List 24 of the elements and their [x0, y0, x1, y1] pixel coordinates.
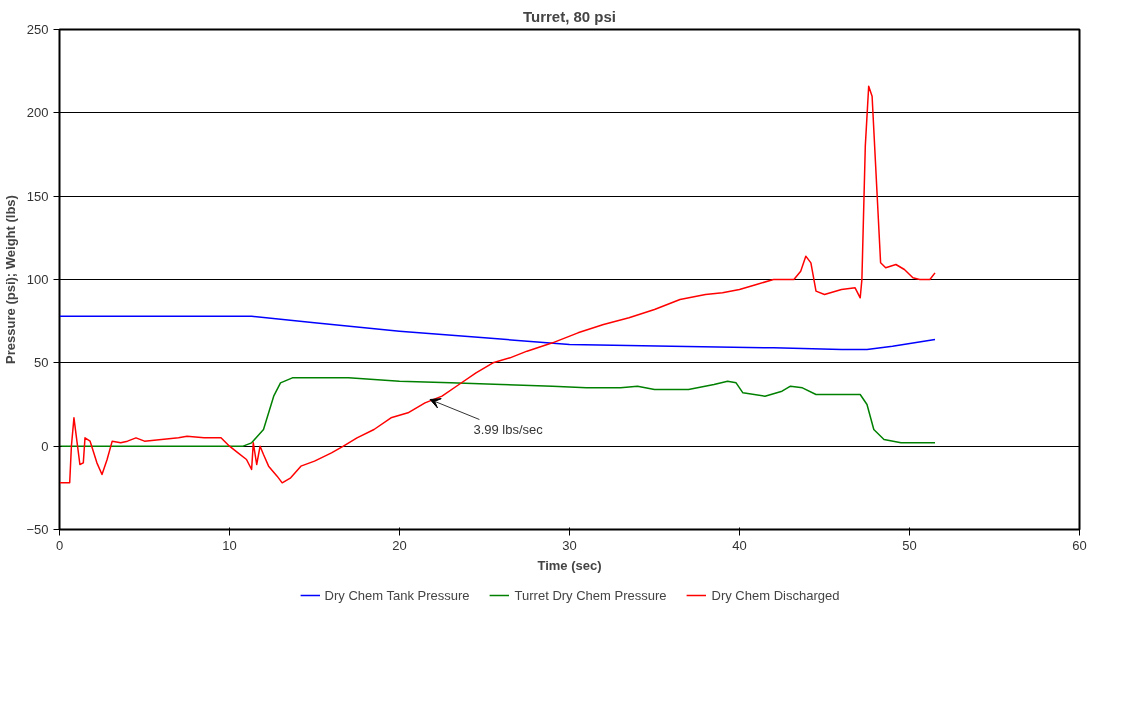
line-series: [59, 315, 936, 351]
y-tick-label: 100: [26, 272, 49, 287]
x-tick-label: 40: [732, 537, 747, 553]
x-tick-label: 60: [1072, 537, 1087, 553]
annotation: 3.99 lbs/sec: [473, 421, 544, 437]
x-axis-title: Time (sec): [537, 557, 602, 573]
x-tick-label: 50: [902, 537, 917, 553]
y-tick-label: 250: [26, 22, 49, 37]
y-tick-label: 200: [26, 105, 49, 121]
x-tick-label: 30: [562, 537, 577, 553]
y-axis-title: Pressure (psi); Weight (lbs): [3, 195, 19, 364]
x-tick-label: 20: [392, 537, 407, 553]
y-tick-label: −50: [26, 522, 49, 537]
line-series: [59, 85, 936, 484]
x-tick-label: 0: [55, 537, 64, 553]
chart-title: Turret, 80 psi: [522, 7, 617, 25]
line-series: [59, 377, 936, 447]
y-tick-label: 0: [41, 438, 49, 454]
legend-label: Turret Dry Chem Pressure: [514, 587, 667, 603]
y-tick-label: 150: [26, 188, 49, 204]
x-tick-label: 10: [222, 537, 237, 553]
legend-label: Dry Chem Discharged: [711, 587, 840, 603]
y-tick-label: 50: [34, 355, 49, 371]
legend-label: Dry Chem Tank Pressure: [324, 587, 470, 603]
